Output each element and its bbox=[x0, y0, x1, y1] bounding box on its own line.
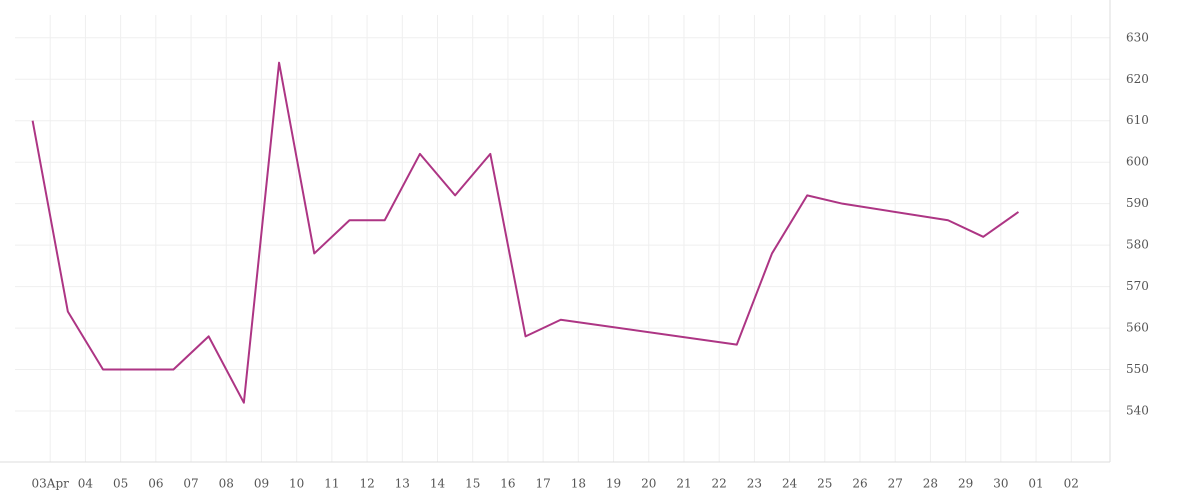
x-tick-label: 17 bbox=[535, 477, 550, 491]
x-tick-label: 01 bbox=[1028, 477, 1043, 491]
x-tick-label: 02 bbox=[1064, 477, 1079, 491]
x-tick-label: 09 bbox=[254, 477, 269, 491]
x-tick-label: 04 bbox=[78, 477, 94, 491]
y-tick-label: 580 bbox=[1126, 238, 1149, 252]
x-tick-label: 13 bbox=[395, 477, 410, 491]
x-tick-label: 18 bbox=[571, 477, 586, 491]
x-tick-label: 11 bbox=[324, 477, 339, 491]
y-tick-label: 560 bbox=[1126, 321, 1149, 335]
x-tick-label: 25 bbox=[817, 477, 832, 491]
x-tick-label: 12 bbox=[359, 477, 374, 491]
y-tick-label: 610 bbox=[1126, 113, 1149, 127]
x-tick-label: 21 bbox=[676, 477, 691, 491]
y-tick-label: 600 bbox=[1126, 155, 1149, 169]
y-tick-label: 550 bbox=[1126, 362, 1149, 376]
x-tick-label: 07 bbox=[183, 477, 198, 491]
y-tick-label: 630 bbox=[1126, 30, 1149, 44]
x-tick-label: 22 bbox=[712, 477, 727, 491]
x-tick-label: 30 bbox=[993, 477, 1008, 491]
y-tick-label: 540 bbox=[1126, 403, 1149, 417]
x-tick-label: 15 bbox=[465, 477, 480, 491]
x-tick-label: 26 bbox=[852, 477, 867, 491]
x-tick-label: 20 bbox=[641, 477, 656, 491]
x-tick-label: 06 bbox=[148, 477, 163, 491]
y-tick-label: 620 bbox=[1126, 72, 1149, 86]
x-tick-label: 19 bbox=[606, 477, 621, 491]
line-series bbox=[31, 61, 1020, 404]
y-tick-label: 570 bbox=[1126, 279, 1149, 293]
x-tick-label: 23 bbox=[747, 477, 762, 491]
x-tick-label: 03Apr bbox=[32, 477, 70, 491]
x-tick-label: 27 bbox=[888, 477, 903, 491]
x-tick-label: 14 bbox=[430, 477, 446, 491]
x-tick-label: 28 bbox=[923, 477, 938, 491]
x-tick-label: 16 bbox=[500, 477, 515, 491]
y-tick-label: 590 bbox=[1126, 196, 1149, 210]
x-tick-label: 29 bbox=[958, 477, 973, 491]
x-tick-label: 08 bbox=[219, 477, 234, 491]
x-tick-label: 10 bbox=[289, 477, 304, 491]
x-tick-label: 05 bbox=[113, 477, 128, 491]
x-tick-label: 24 bbox=[782, 477, 798, 491]
